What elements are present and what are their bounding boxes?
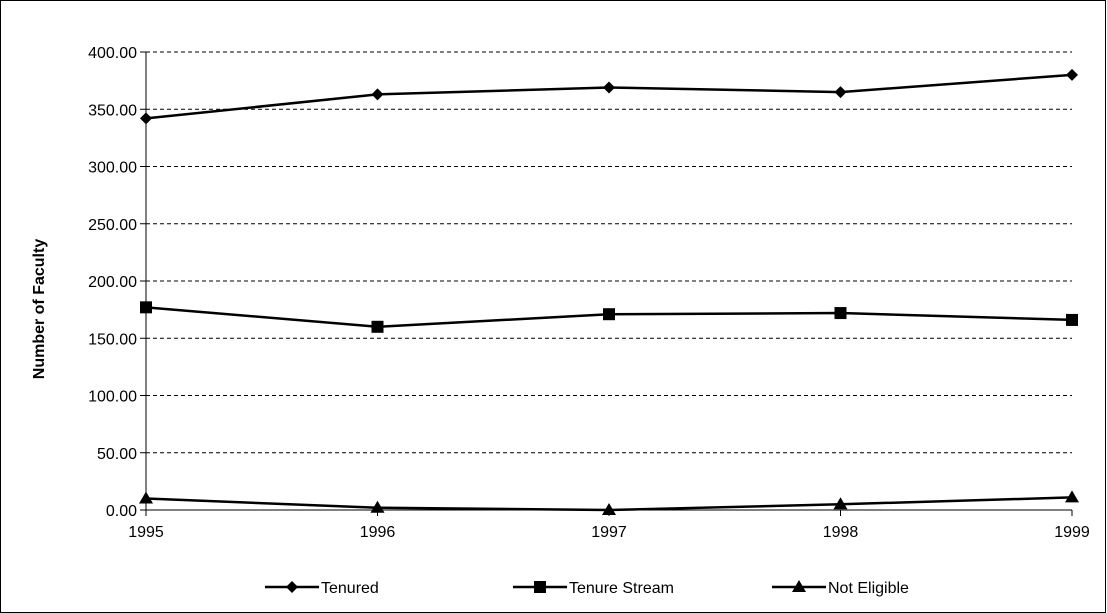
y-tick-label: 300.00 — [88, 160, 137, 177]
data-point — [371, 320, 384, 333]
y-tick-label: 0.00 — [106, 503, 137, 520]
data-point — [603, 308, 615, 321]
x-tick-label: 1998 — [823, 524, 859, 541]
y-tick-label: 350.00 — [88, 102, 137, 119]
data-point — [834, 86, 847, 99]
series-not-eligible — [139, 490, 1079, 515]
data-point — [371, 88, 384, 101]
data-point — [833, 497, 848, 510]
series-tenured — [140, 68, 1078, 125]
data-point — [140, 112, 152, 125]
data-point — [1066, 68, 1078, 81]
legend-label: Tenure Stream — [569, 580, 674, 597]
y-tick-label: 200.00 — [88, 274, 137, 291]
series-group — [139, 68, 1079, 515]
y-tick-label: 150.00 — [88, 331, 137, 348]
y-tick-label: 250.00 — [88, 217, 137, 234]
y-tick-label: 100.00 — [88, 389, 137, 406]
legend-marker — [792, 580, 806, 592]
series-tenure-stream — [140, 301, 1078, 333]
data-point — [1066, 313, 1078, 326]
legend-item: Not Eligible — [772, 580, 909, 597]
data-point — [602, 503, 616, 515]
legend-label: Not Eligible — [828, 580, 909, 597]
x-tick-label: 1995 — [128, 524, 164, 541]
y-tick-label: 50.00 — [97, 446, 137, 463]
y-axis-title: Number of Faculty — [31, 239, 48, 380]
data-point — [139, 491, 153, 504]
legend-item: Tenured — [265, 580, 379, 597]
data-point — [834, 307, 847, 320]
legend: Tenured Tenure Stream Not Eligible — [265, 580, 909, 597]
x-tick-label: 1996 — [360, 524, 396, 541]
legend-marker — [534, 581, 546, 593]
x-tick-label: 1997 — [591, 524, 627, 541]
x-tick-label: 1999 — [1054, 524, 1090, 541]
legend-marker — [286, 581, 298, 593]
gridlines — [146, 51, 1072, 454]
data-point — [603, 81, 615, 94]
y-tick-label: 400.00 — [88, 45, 137, 62]
data-point — [370, 500, 385, 513]
y-tick-labels: 0.00 50.00 100.00 150.00 200.00 250.00 300.00 3… — [88, 45, 137, 520]
data-point — [140, 301, 152, 314]
legend-item: Tenure Stream — [513, 580, 674, 597]
x-tick-labels: 1995 1996 1997 1998 1999 — [128, 524, 1090, 541]
data-point — [1065, 490, 1079, 503]
legend-label: Tenured — [321, 580, 379, 597]
